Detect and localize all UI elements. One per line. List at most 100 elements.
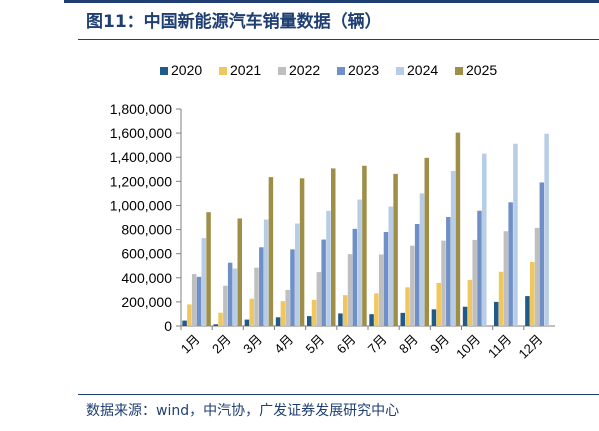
bar-2020-8月 [400,312,405,326]
bar-2024-9月 [450,170,456,326]
x-tick-label: 7月 [365,332,390,357]
bar-2022-9月 [441,240,446,326]
bottom-rule [78,394,599,395]
legend-swatch-2020 [160,67,168,75]
bar-2021-6月 [342,295,348,326]
x-tick-label: 2月 [209,332,234,357]
bar-2022-10月 [472,239,477,326]
bar-2023-9月 [446,217,451,326]
legend-label-2022: 2022 [289,62,320,78]
x-tick-label: 11月 [485,332,514,361]
legend-swatch-2023 [337,67,345,75]
bar-2020-3月 [244,319,250,326]
bar-2023-4月 [290,249,295,326]
bar-2025-7月 [393,173,398,326]
bar-2020-5月 [307,316,312,326]
bar-2020-11月 [494,301,499,326]
bar-2024-11月 [513,143,518,326]
bar-2024-8月 [419,193,425,326]
bar-2020-12月 [525,296,530,326]
x-tick-label: 3月 [240,332,265,357]
bar-2023-2月 [227,262,233,326]
legend-swatch-2022 [278,67,286,75]
bar-2020-9月 [431,309,437,326]
bar-2020-2月 [213,324,218,326]
bar-2022-2月 [223,285,228,326]
bar-2021-9月 [436,282,441,326]
top-rule [64,0,599,3]
y-tick-label: 1,000,000 [110,197,172,213]
x-tick-label: 12月 [516,332,546,362]
x-tick-label: 6月 [334,332,359,357]
bar-2025-6月 [362,165,367,326]
x-tick-label: 9月 [427,332,452,357]
bar-2021-4月 [280,301,286,326]
bar-2021-3月 [249,298,254,326]
bar-2021-12月 [529,261,535,326]
y-tick-label: 200,000 [121,294,172,310]
legend-swatch-2024 [396,67,404,75]
y-tick-label: 400,000 [121,270,172,286]
y-tick-label: 600,000 [121,246,172,262]
bar-2020-6月 [338,313,343,326]
bar-2022-1月 [191,274,197,326]
bar-2023-5月 [321,239,326,326]
y-tick-label: 0 [164,318,172,334]
legend-label-2021: 2021 [230,62,261,78]
bar-2021-5月 [311,299,317,326]
bar-2020-4月 [275,317,281,326]
bar-2024-7月 [388,206,394,326]
bar-2023-8月 [414,224,420,326]
bar-2024-6月 [357,199,362,326]
legend-label-2020: 2020 [171,62,202,78]
figure-title: 图11：中国新能源汽车销量数据（辆） [86,12,382,32]
bar-2022-7月 [378,254,384,326]
bar-2024-10月 [482,153,487,326]
bar-2020-7月 [369,314,374,326]
bar-2025-3月 [268,177,274,326]
bar-chart: 0 200,000 400,000 600,000 800,000 1,000,000 1,… [110,62,555,362]
bar-2021-8月 [405,287,410,326]
y-tick-label: 1,400,000 [110,149,172,165]
title-rule [78,39,599,40]
bar-2025-9月 [455,132,461,326]
bar-2023-11月 [508,202,513,326]
data-source: 数据来源：wind，中汽协，广发证券发展研究中心 [86,403,400,419]
x-tick-label: 5月 [302,332,327,357]
legend-label-2024: 2024 [407,62,438,78]
bar-2024-12月 [544,133,549,326]
bar-2024-4月 [295,223,300,326]
bar-2022-3月 [254,267,259,326]
y-tick-label: 800,000 [121,222,172,238]
legend-label-2025: 2025 [466,62,497,78]
bar-2022-12月 [534,227,540,326]
bar-2023-1月 [196,276,202,326]
x-tick-label: 4月 [271,332,296,357]
x-tick-label: 10月 [453,332,483,362]
bar-2023-10月 [477,210,482,326]
bar-2022-4月 [285,289,290,326]
bar-2024-1月 [201,238,207,326]
bar-2021-7月 [374,293,379,326]
bar-2022-11月 [503,231,509,326]
y-tick-label: 1,600,000 [110,125,172,141]
bar-2020-10月 [462,306,468,326]
bar-2024-2月 [232,268,238,326]
legend-swatch-2021 [219,67,227,75]
bar-2025-5月 [331,168,336,326]
bar-2021-11月 [498,271,504,326]
bar-2023-7月 [383,231,389,326]
bar-2024-5月 [326,210,331,326]
bar-2024-3月 [263,219,269,326]
bar-2023-3月 [259,247,264,326]
bar-2025-8月 [424,157,429,326]
bar-2025-4月 [299,178,305,326]
bar-2021-2月 [218,312,223,326]
bar-2023-6月 [352,228,358,326]
bar-2022-6月 [347,254,353,326]
legend-label-2023: 2023 [348,62,379,78]
y-tick-label: 1,200,000 [110,173,172,189]
bar-2025-1月 [206,212,211,326]
legend-swatch-2025 [455,67,463,75]
bar-2021-10月 [467,279,473,326]
